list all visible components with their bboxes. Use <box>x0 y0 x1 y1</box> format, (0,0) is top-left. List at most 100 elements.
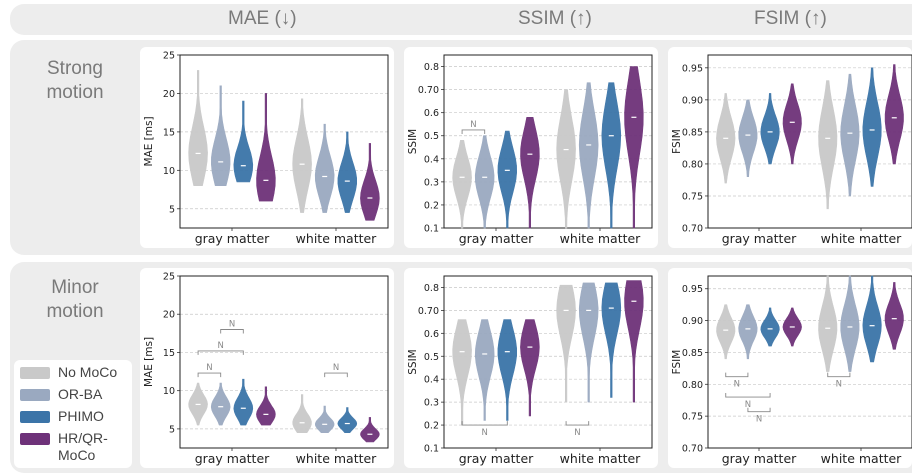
x-tick-label-white-matter: white matter <box>296 451 378 466</box>
y-tick-label: 0.90 <box>682 95 703 106</box>
plot-frame <box>179 54 389 229</box>
y-axis-label: FSIM <box>671 129 683 154</box>
y-tick-label: 0.5 <box>424 131 439 142</box>
column-header-band <box>10 4 912 35</box>
legend-item-hr-qr-moco: HR/QR- MoCo <box>20 430 108 463</box>
y-tick-label: 0.80 <box>682 380 703 391</box>
x-tick-label-white-matter: white matter <box>560 451 642 466</box>
violin-or-ba-gray-matter <box>210 85 231 186</box>
violin-hr-qr-moco-gray-matter <box>520 319 540 417</box>
violin-no-moco-gray-matter <box>452 319 472 426</box>
violin-or-ba-gray-matter <box>474 135 495 229</box>
x-tick-label-gray-matter: gray matter <box>722 231 797 246</box>
significance-label: N <box>333 363 339 373</box>
violin-chart-strong-mae: 5 10 15 20 25 MAE [ms] gray matter white matter <box>143 51 389 246</box>
significance-label: N <box>206 363 212 373</box>
y-tick-label: 10 <box>163 166 175 177</box>
panel-minor-mae: 5 10 15 20 25 MAE [ms] gray matter white matter… <box>140 268 394 468</box>
violin-or-ba-white-matter <box>840 73 860 197</box>
row-label-strong-line2: motion <box>46 82 104 103</box>
violin-hr-qr-moco-white-matter <box>884 282 904 350</box>
violin-no-moco-white-matter <box>292 98 312 213</box>
legend-item-or-ba: OR-BA <box>20 386 102 408</box>
significance-bracket <box>725 372 749 378</box>
violin-chart-minor-fsim: 0.70 0.75 0.80 0.85 0.90 0.95 FSIM gray matter w… <box>671 275 912 466</box>
y-tick-label: 0.70 <box>418 306 439 317</box>
column-title-fsim: FSIM (↑) <box>754 8 827 29</box>
x-tick-label-gray-matter: gray matter <box>459 231 534 246</box>
legend-label-no-moco: No MoCo <box>58 364 118 380</box>
y-tick-label: 0.70 <box>682 224 703 235</box>
significance-label: N <box>734 380 740 390</box>
violin-or-ba-white-matter <box>840 275 860 372</box>
row-label-minor-line2: motion <box>46 301 104 322</box>
y-tick-label: 25 <box>163 272 175 283</box>
violin-phimo-white-matter <box>601 82 622 229</box>
violin-no-moco-white-matter <box>556 89 576 229</box>
x-tick-label-white-matter: white matter <box>560 231 642 246</box>
plot-frame <box>443 54 653 229</box>
violin-phimo-white-matter <box>862 275 882 363</box>
violin-hr-qr-moco-gray-matter <box>520 117 540 229</box>
y-tick-label: 5 <box>169 424 175 435</box>
y-tick-label: 0.6 <box>424 329 439 340</box>
y-tick-label: 0.95 <box>682 284 703 295</box>
y-tick-label: 0.8 <box>424 62 439 73</box>
legend-item-no-moco: No MoCo <box>20 364 117 386</box>
significance-label: N <box>229 320 235 330</box>
y-axis-label: MAE [ms] <box>143 337 155 387</box>
y-tick-label: 0.90 <box>682 316 703 327</box>
legend-label-hr-qr-moco: HR/QR- MoCo <box>58 430 108 463</box>
violin-or-ba-gray-matter <box>210 382 231 426</box>
violin-phimo-white-matter <box>337 131 357 213</box>
y-tick-label: 0.6 <box>424 108 439 119</box>
y-tick-label: 0.3 <box>424 398 439 409</box>
significance-bracket <box>827 372 851 378</box>
y-tick-label: 0.8 <box>424 283 439 294</box>
violin-phimo-white-matter <box>862 67 882 187</box>
legend-label-or-ba: OR-BA <box>58 386 103 402</box>
y-tick-label: 0.95 <box>682 63 703 74</box>
violin-hr-qr-moco-white-matter <box>360 417 380 443</box>
violin-chart-minor-ssim: 0.1 0.2 0.3 0.4 0.5 0.6 0.70 0.8 SSIM gray matter… <box>407 275 653 466</box>
plot-frame <box>707 275 912 449</box>
legend-swatch-no-moco <box>20 367 50 379</box>
violin-phimo-white-matter <box>601 282 622 398</box>
plot-frame <box>443 275 653 449</box>
x-tick-label-gray-matter: gray matter <box>195 231 270 246</box>
panel-strong-mae: 5 10 15 20 25 MAE [ms] gray matter white matter <box>140 47 394 248</box>
violin-phimo-gray-matter <box>497 319 517 421</box>
plot-frame <box>707 54 912 229</box>
significance-bracket <box>461 421 508 426</box>
x-tick-label-white-matter: white matter <box>296 231 378 246</box>
violin-or-ba-gray-matter <box>738 99 758 177</box>
legend-label-phimo: PHIMO <box>58 408 104 424</box>
significance-label: N <box>218 341 224 351</box>
y-tick-label: 0.75 <box>682 191 703 202</box>
violin-hr-qr-moco-gray-matter <box>256 93 276 202</box>
violin-hr-qr-moco-gray-matter <box>256 386 276 426</box>
significance-bracket <box>220 329 244 334</box>
y-axis-label: MAE [ms] <box>143 116 155 166</box>
y-tick-label: 10 <box>163 386 175 397</box>
y-tick-label: 0.85 <box>682 127 703 138</box>
y-tick-label: 0.1 <box>424 224 439 235</box>
y-tick-label: 0.4 <box>424 375 439 386</box>
column-title-ssim: SSIM (↑) <box>518 8 592 29</box>
significance-bracket <box>725 393 771 398</box>
y-tick-label: 0.80 <box>682 159 703 170</box>
violin-no-moco-gray-matter <box>188 70 208 186</box>
x-tick-label-white-matter: white matter <box>821 451 903 466</box>
y-tick-label: 25 <box>163 51 175 62</box>
violin-or-ba-gray-matter <box>738 304 758 360</box>
significance-label: N <box>836 380 842 390</box>
violin-phimo-gray-matter <box>233 100 254 183</box>
y-tick-label: 5 <box>169 204 175 215</box>
panel-strong-ssim: 0.1 0.2 0.3 0.4 0.5 0.6 0.70 0.8 SSIM gray matter… <box>404 47 658 248</box>
y-tick-label: 15 <box>163 348 175 359</box>
plot-frame <box>179 275 389 449</box>
legend-item-phimo: PHIMO <box>20 408 104 430</box>
violin-no-moco-gray-matter <box>716 304 736 360</box>
column-title-mae: MAE (↓) <box>228 8 297 29</box>
violin-no-moco-white-matter <box>818 80 838 210</box>
